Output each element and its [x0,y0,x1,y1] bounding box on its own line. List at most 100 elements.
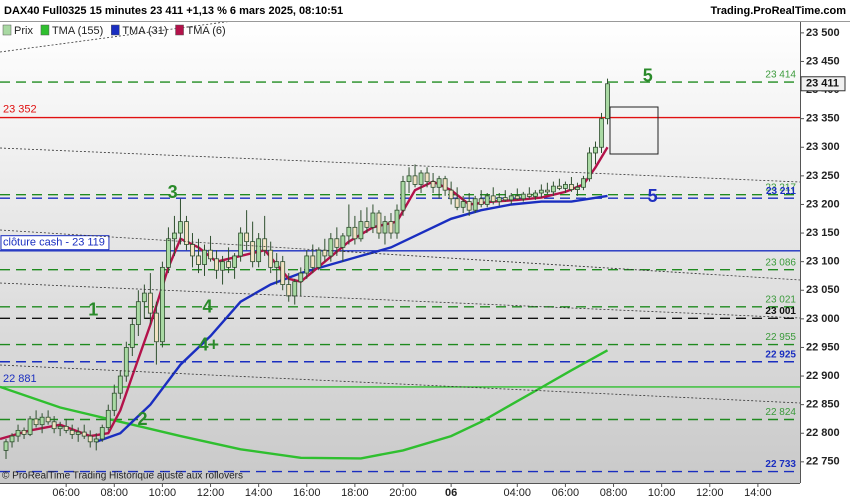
candle-body [382,221,388,234]
x-tick-label: 12:00 [197,487,225,499]
candle-body [232,255,237,268]
candle-body [27,418,33,435]
candle-body [220,261,225,271]
level-label: 22 955 [765,332,796,343]
candle-body [394,209,400,234]
plot-area [0,22,800,483]
candle-body [280,261,286,285]
candle-body [550,185,556,193]
y-tick-label: 23 500 [806,27,840,39]
level-label-box [0,235,110,251]
candle-body [268,249,274,268]
candle-body [412,175,418,185]
zone-box [609,106,659,155]
candle-body [484,195,490,205]
annotation: 3 [168,182,178,202]
level-label: 23 001 [765,306,796,317]
candle-body [508,195,514,201]
footer: © ProRealTime Trading Historique ajusté … [2,471,243,482]
candle-body [569,184,574,190]
legend-label: TMA (6) [187,25,226,37]
candle-body [135,301,141,325]
candle-body [178,221,183,234]
y-tick-label: 23 450 [806,55,840,67]
candle-body [370,212,376,228]
annotation: 2 [138,409,148,429]
legend-label: TMA (155) [52,25,103,37]
candle-body [538,189,544,194]
y-tick-label: 22 950 [806,341,840,353]
y-tick-label: 22 750 [806,456,840,468]
candle-body [226,261,231,268]
level-label: 23 086 [765,257,796,268]
candle-body [304,255,310,274]
candle-body [406,175,412,182]
x-tick-label: 10:00 [149,487,177,499]
candle-body [520,193,526,200]
candle-body [33,418,39,426]
legend-swatch [175,24,184,36]
x-tick-label: 06 [445,487,457,499]
candle-body [587,152,592,180]
candle-body [274,261,280,268]
annotation: 5 [643,66,653,86]
last-price-label: 23 411 [806,78,839,90]
candle-body [15,429,21,437]
candle-body [81,431,87,437]
level-label: 23 414 [765,70,796,81]
candle-body [141,292,147,303]
candle-body [358,221,364,240]
candle-body [196,255,201,265]
candle-body [364,221,370,228]
candle-body [556,185,562,189]
x-tick-label: 14:00 [245,487,273,499]
legend-swatch [40,24,50,36]
candle-body [388,221,394,234]
candle-body [328,238,334,257]
y-tick-label: 23 200 [806,198,840,210]
candle-body [526,193,532,197]
candle-body [575,186,580,190]
candle-body [563,184,568,189]
legend-label: Prix [14,25,33,37]
candle-body [605,83,610,120]
candle-body [514,195,520,200]
candle-body [202,249,207,265]
candle-body [322,249,328,257]
x-tick-label: 12:00 [696,487,724,499]
candle-body [448,189,454,200]
candle-body [75,431,81,435]
candle-body [316,249,322,268]
annotation: 4+ [198,334,219,354]
candle-body [502,197,508,201]
last-price-box [800,76,846,92]
candle-body [532,192,538,197]
trend-line [0,282,801,319]
annotation: 1 [88,300,98,320]
y-tick-label: 22 900 [806,370,840,382]
candle-body [340,235,346,248]
y-tick-label: 23 350 [806,113,840,125]
candle-body [310,255,316,268]
x-tick-label: 16:00 [293,487,321,499]
candle-body [208,249,213,260]
candle-body [129,324,135,348]
candle-body [400,181,406,211]
legend-label: TMA (31) [122,25,167,37]
x-tick-label: 04:00 [504,487,532,499]
trend-line [0,229,801,281]
candle-body [69,429,75,435]
candle-body [430,181,436,188]
annotation: 5 [648,186,658,206]
candle-body [9,435,15,443]
candle-body [490,195,496,202]
candle-body [184,221,189,245]
candle-body [39,416,45,426]
candle-body [478,198,484,205]
y-tick-label: 23 300 [806,141,840,153]
candle-body [105,409,111,428]
trend-line [0,147,801,183]
trend-line [0,364,801,404]
candle-body [214,258,219,271]
x-tick-label: 06:00 [552,487,580,499]
